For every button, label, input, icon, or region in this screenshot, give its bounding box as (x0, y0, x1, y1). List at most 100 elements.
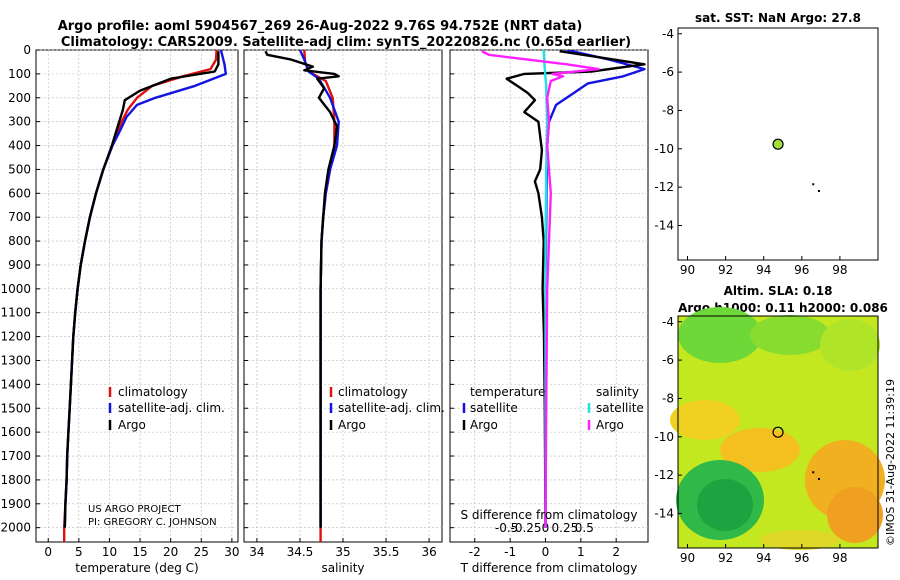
x-tick-label: 36 (421, 545, 436, 559)
salinity-xlabel: salinity (321, 561, 364, 575)
s-diff-tick-label: -0.5 (495, 521, 518, 535)
temperature-legend: climatology satellite-adj. clim. Argo (108, 385, 225, 432)
y-tick-label: 1200 (0, 330, 31, 344)
sla-y-tick-label: -14 (654, 506, 674, 520)
sst-island (812, 183, 815, 186)
y-tick-label: 1000 (0, 282, 31, 296)
sla-patch-nw-green (678, 307, 762, 363)
y-tick-label: 500 (8, 162, 31, 176)
series-line-s-argo (481, 50, 600, 528)
sla-y-tick-label: -12 (654, 468, 674, 482)
legend-label-satellite: satellite-adj. clim. (338, 401, 445, 415)
sst-island (817, 189, 820, 192)
sst-map-points (772, 138, 820, 192)
sst-y-tick-label: -6 (662, 65, 674, 79)
series-line-argo (264, 50, 340, 528)
sla-y-tick-label: -10 (654, 430, 674, 444)
x-tick-label: 30 (224, 545, 239, 559)
x-tick-label: 35 (335, 545, 350, 559)
temperature-axes-frame (35, 49, 239, 543)
sla-heatmap (670, 307, 885, 550)
legend-label-t-argo: Argo (470, 418, 498, 432)
x-tick-label: 20 (163, 545, 178, 559)
sst-map-panel: sat. SST: NaN Argo: 27.8 90 92 94 96 98 -4 -6 -… (654, 11, 879, 277)
credit-project: US ARGO PROJECT (88, 504, 182, 515)
sla-patch-center-yellow (720, 428, 800, 472)
sst-map-ticks: 90 92 94 96 98 -4 -6 -8 -10 -12 -14 (654, 27, 847, 277)
sst-y-tick-label: -14 (654, 218, 674, 232)
difference-legend: temperature salinity satellite Argo sate… (462, 385, 644, 432)
x-tick-label: 5 (75, 545, 83, 559)
salinity-panel: 34 34.5 35 35.5 36 salinity climatology sate… (243, 49, 445, 575)
temperature-grid-ticks: 0 100 200 300 400 500 600 700 800 900 1000 1100 1200… (0, 43, 239, 559)
y-tick-label: 0 (23, 43, 31, 57)
sla-y-tick-label: -8 (662, 391, 674, 405)
y-tick-label: 300 (8, 115, 31, 129)
difference-grid-ticks: -2 -1 0 1 2 -0.5-0.25 0 0.250.5 (450, 49, 648, 559)
x-tick-label: 10 (102, 545, 117, 559)
sla-patch-sw-dark-green (697, 479, 753, 531)
difference-panel: -2 -1 0 1 2 -0.5-0.25 0 0.250.5 T difference fr… (449, 49, 649, 575)
difference-lines (481, 50, 646, 528)
x-tick-label: 34.5 (287, 545, 314, 559)
s-diff-tick-label: -0.25 (510, 521, 541, 535)
x-tick-label: -1 (504, 545, 516, 559)
x-tick-label: -2 (469, 545, 481, 559)
y-tick-label: 400 (8, 139, 31, 153)
temperature-lines (63, 50, 227, 542)
legend-label-t-satellite: satellite (470, 401, 518, 415)
sst-y-tick-label: -8 (662, 103, 674, 117)
y-tick-label: 200 (8, 91, 31, 105)
sst-x-tick-label: 92 (718, 263, 733, 277)
x-tick-label: 15 (132, 545, 147, 559)
sst-y-tick-label: -12 (654, 180, 674, 194)
sla-y-tick-label: -4 (662, 315, 674, 329)
x-tick-label: 25 (194, 545, 209, 559)
salinity-lines (264, 50, 340, 542)
imos-watermark: ©IMOS 31-Aug-2022 11:39:19 (884, 379, 897, 546)
y-tick-label: 1300 (0, 353, 31, 367)
legend-label-argo: Argo (338, 418, 366, 432)
legend-label-argo: Argo (118, 418, 146, 432)
y-tick-label: 1100 (0, 306, 31, 320)
s-diff-tick-label: 0 (542, 521, 550, 535)
sla-map-panel: Altim. SLA: 0.18 Argo h1000: 0.11 h2000:… (654, 284, 888, 565)
sla-patch-ne (820, 319, 880, 371)
legend-label-satellite: satellite-adj. clim. (118, 401, 225, 415)
difference-xlabel-top: S difference from climatology (461, 508, 638, 522)
sla-patch-s-yellow (760, 530, 840, 550)
y-tick-label: 800 (8, 234, 31, 248)
y-tick-label: 700 (8, 210, 31, 224)
sla-x-tick-label: 92 (718, 551, 733, 565)
figure-title-line2: Climatology: CARS2009. Satellite-adj cli… (61, 35, 631, 50)
series-line-argo (63, 51, 220, 528)
sla-patch-n-green (750, 315, 830, 355)
legend-label-s-satellite: satellite (596, 401, 644, 415)
sst-y-tick-label: -10 (654, 142, 674, 156)
sst-x-tick-label: 98 (832, 263, 847, 277)
figure-title-line1: Argo profile: aoml 5904567_269 26-Aug-20… (58, 19, 583, 34)
y-tick-label: 600 (8, 186, 31, 200)
y-tick-label: 1900 (0, 497, 31, 511)
sla-y-tick-label: -6 (662, 353, 674, 367)
y-tick-label: 1600 (0, 425, 31, 439)
sst-float-position (772, 138, 784, 150)
y-tick-label: 900 (8, 258, 31, 272)
series-line-s-satellite (542, 50, 549, 528)
temperature-xlabel: temperature (deg C) (75, 561, 198, 575)
y-tick-label: 1800 (0, 473, 31, 487)
salinity-legend: climatology satellite-adj. clim. Argo (329, 385, 445, 432)
sst-y-tick-label: -4 (662, 27, 674, 41)
sla-x-tick-label: 90 (680, 551, 695, 565)
salinity-grid-ticks: 34 34.5 35 35.5 36 (244, 49, 442, 559)
y-tick-label: 1500 (0, 401, 31, 415)
y-tick-label: 100 (8, 67, 31, 81)
x-tick-label: 34 (249, 545, 264, 559)
sla-island (817, 477, 820, 480)
sla-x-tick-label: 96 (794, 551, 809, 565)
y-tick-label: 1700 (0, 449, 31, 463)
temperature-panel: 0 100 200 300 400 500 600 700 800 900 1000 1100 1200… (0, 43, 239, 575)
x-tick-label: 35.5 (373, 545, 400, 559)
sla-patch-se-deep-orange (827, 487, 883, 543)
